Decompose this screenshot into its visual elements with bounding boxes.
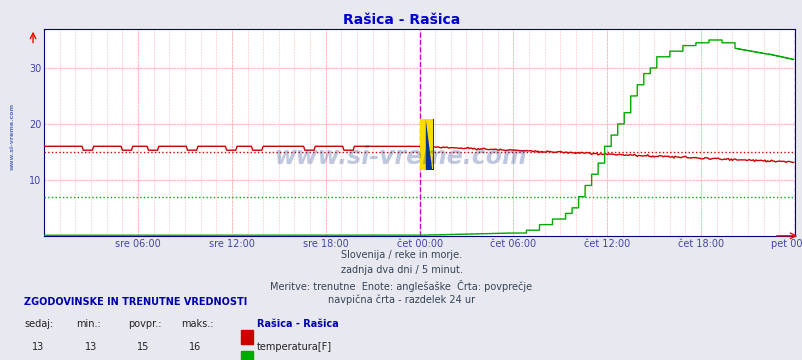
Polygon shape bbox=[426, 119, 432, 169]
Text: 13: 13 bbox=[84, 342, 97, 352]
Text: Meritve: trenutne  Enote: anglešaške  Črta: povprečje: Meritve: trenutne Enote: anglešaške Črta… bbox=[270, 280, 532, 292]
Text: 15: 15 bbox=[136, 342, 149, 352]
Text: navpična črta - razdelek 24 ur: navpična črta - razdelek 24 ur bbox=[327, 295, 475, 305]
Text: maks.:: maks.: bbox=[180, 319, 213, 329]
Text: Slovenija / reke in morje.: Slovenija / reke in morje. bbox=[341, 250, 461, 260]
Text: 13: 13 bbox=[32, 342, 45, 352]
Text: Rašica - Rašica: Rašica - Rašica bbox=[257, 319, 338, 329]
Text: povpr.:: povpr.: bbox=[128, 319, 162, 329]
Text: 16: 16 bbox=[188, 342, 201, 352]
Text: www.si-vreme.com: www.si-vreme.com bbox=[275, 145, 527, 168]
Text: zadnja dva dni / 5 minut.: zadnja dva dni / 5 minut. bbox=[340, 265, 462, 275]
Text: sedaj:: sedaj: bbox=[24, 319, 53, 329]
Text: min.:: min.: bbox=[76, 319, 101, 329]
Text: www.si-vreme.com: www.si-vreme.com bbox=[10, 103, 14, 170]
Text: Rašica - Rašica: Rašica - Rašica bbox=[342, 13, 460, 27]
Text: temperatura[F]: temperatura[F] bbox=[257, 342, 332, 352]
Text: ZGODOVINSKE IN TRENUTNE VREDNOSTI: ZGODOVINSKE IN TRENUTNE VREDNOSTI bbox=[24, 297, 247, 307]
